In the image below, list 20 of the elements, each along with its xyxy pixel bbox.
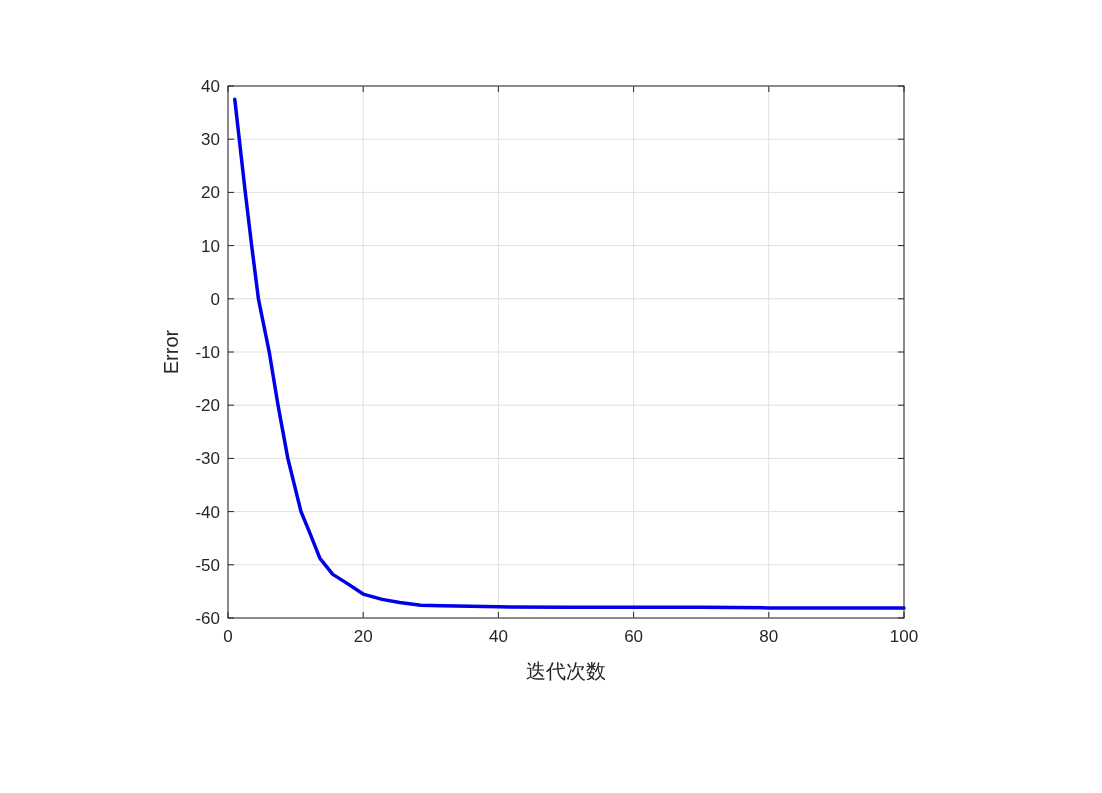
y-tick-label: 40	[201, 77, 220, 96]
y-tick-label: 10	[201, 236, 220, 256]
x-tick-label: 40	[488, 627, 508, 646]
x-tick-label: 20	[353, 627, 373, 646]
y-axis-title: Error	[160, 329, 182, 375]
line-series	[233, 97, 906, 610]
x-tick-label: 60	[624, 627, 644, 646]
y-tick-label: -40	[195, 502, 220, 522]
y-tick-label: -60	[195, 609, 220, 628]
y-tick-label: -30	[195, 449, 220, 469]
x-tick-label: 0	[223, 627, 233, 646]
y-tick-label: 30	[201, 130, 220, 150]
x-axis-title: 迭代次数	[526, 660, 606, 682]
y-tick-label: -10	[195, 343, 220, 362]
y-tick-label: 20	[201, 183, 220, 203]
x-tick-label: 100	[889, 627, 919, 646]
y-tick-label: -20	[195, 396, 220, 416]
x-tick-label: 80	[759, 627, 779, 646]
y-tick-label: -50	[195, 555, 220, 575]
y-tick-label: 0	[210, 289, 220, 309]
